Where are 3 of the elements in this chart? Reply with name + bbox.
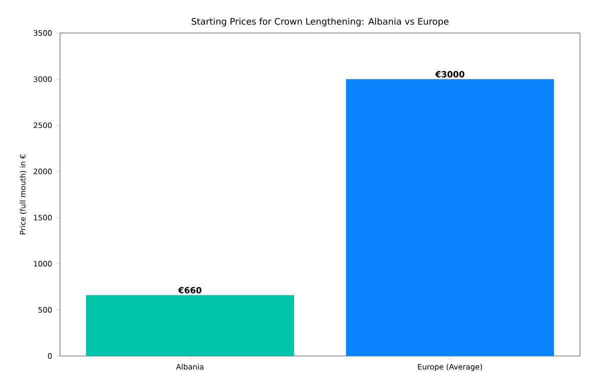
data-label: €660: [178, 286, 202, 294]
chart-title: Starting Prices for Crown Lengthening: Albania vs Europe: [192, 18, 448, 26]
data-label: €3000: [435, 71, 464, 78]
